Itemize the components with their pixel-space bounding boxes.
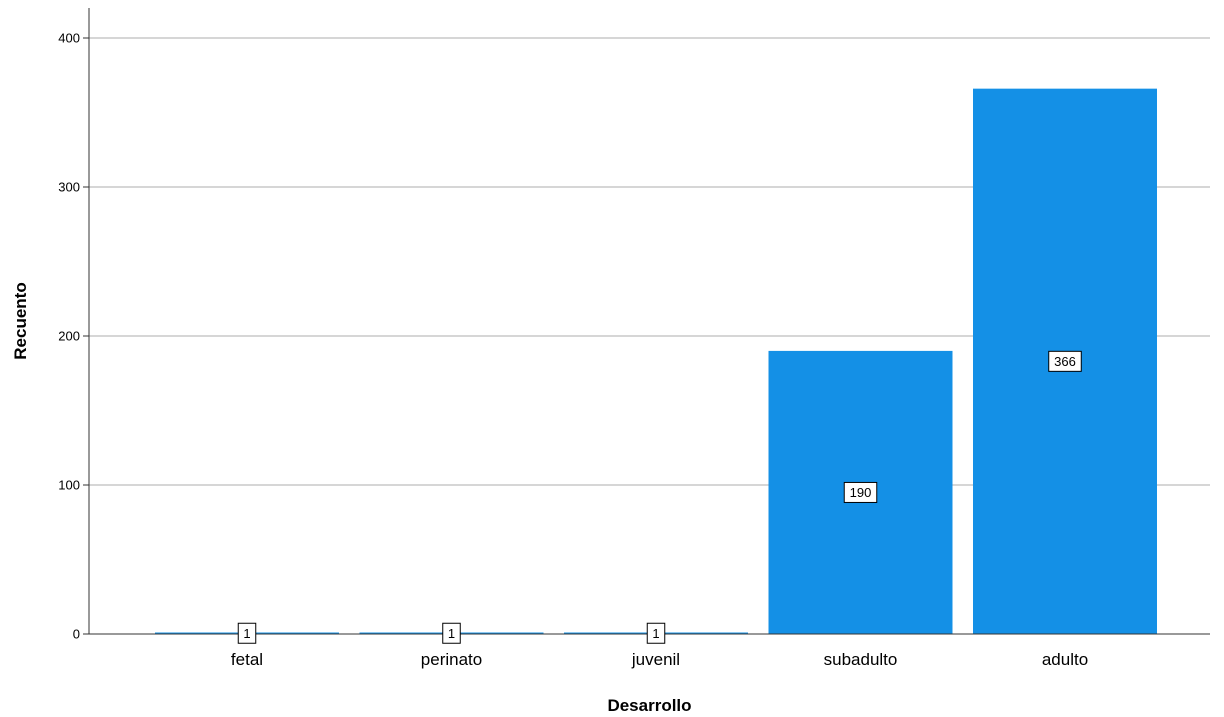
data-label-box <box>237 622 257 644</box>
data-label: 366 <box>1054 354 1076 369</box>
x-category-label: subadulto <box>824 650 898 669</box>
x-category-label: perinato <box>421 650 482 669</box>
y-tick-label: 100 <box>58 478 80 493</box>
data-label-box <box>1048 350 1082 372</box>
y-tick-label: 400 <box>58 31 80 46</box>
x-category-label: adulto <box>1042 650 1088 669</box>
y-tick-labels: 0 100 200 300 400 <box>58 31 89 642</box>
bars <box>155 88 1157 634</box>
y-tick-label: 300 <box>58 180 80 195</box>
data-labels: 1 1 1 190 366 <box>237 350 1082 644</box>
data-label-box <box>843 481 878 503</box>
x-category-labels: fetal perinato juvenil subadulto adulto <box>231 650 1088 669</box>
data-label-box <box>442 622 461 644</box>
y-tick-label: 0 <box>73 627 80 642</box>
y-tick-label: 200 <box>58 329 80 344</box>
data-label: 1 <box>652 626 659 641</box>
data-label-box <box>646 622 666 644</box>
data-label: 1 <box>448 626 455 641</box>
x-axis-title: Desarrollo <box>607 696 691 715</box>
data-label: 190 <box>850 485 872 500</box>
data-label: 1 <box>243 626 250 641</box>
x-category-label: fetal <box>231 650 263 669</box>
y-axis-title: Recuento <box>11 282 30 359</box>
x-category-label: juvenil <box>631 650 680 669</box>
